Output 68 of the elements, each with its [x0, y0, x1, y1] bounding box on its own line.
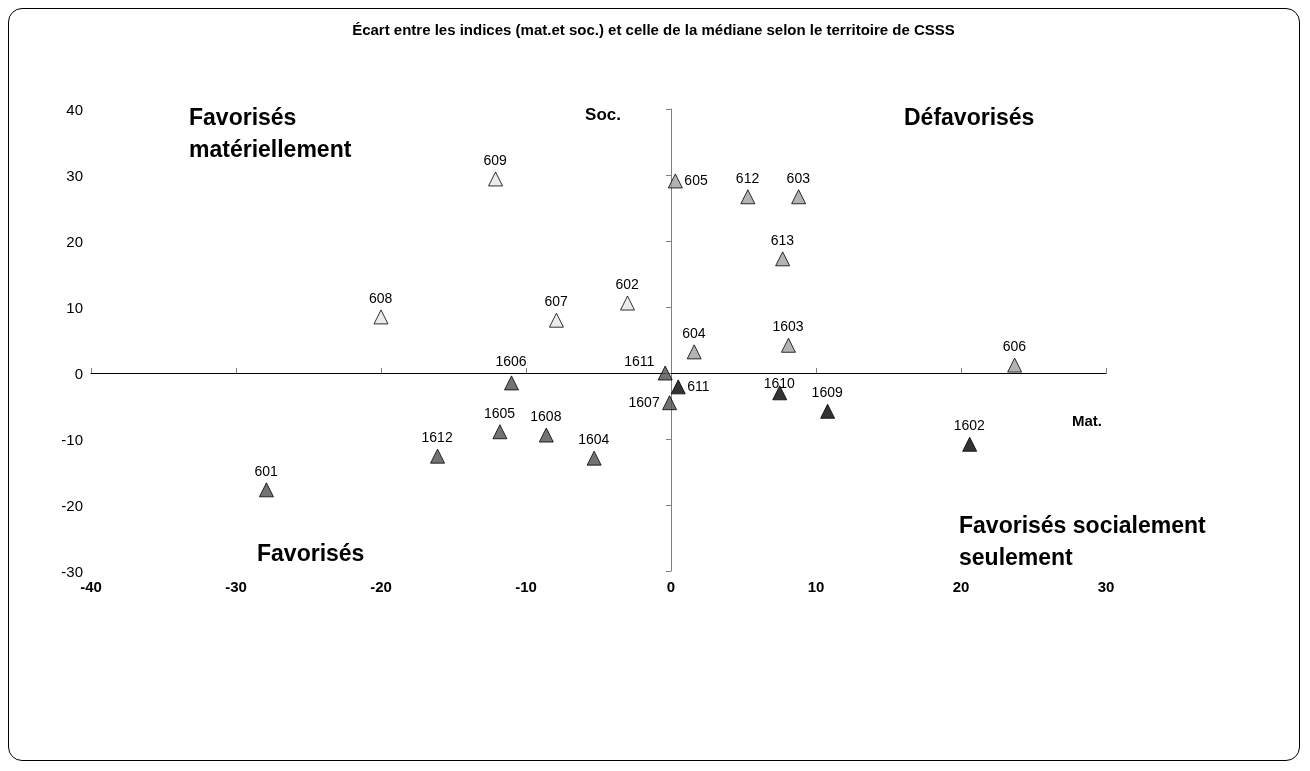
point — [492, 424, 508, 440]
point — [258, 482, 274, 498]
x-tick-label: -40 — [80, 578, 102, 595]
annotation: 601 — [254, 462, 279, 479]
x-tick-label: -20 — [370, 578, 392, 595]
point — [662, 395, 678, 411]
annotation: 602 — [615, 276, 640, 293]
annotation: 606 — [1002, 338, 1027, 355]
annotation: 1609 — [811, 384, 843, 401]
x-tick-label: 20 — [952, 578, 970, 595]
annotation: 1611 — [624, 353, 655, 369]
y-tick-label: 20 — [66, 232, 83, 250]
point — [504, 375, 519, 391]
point — [538, 427, 554, 443]
point — [548, 312, 564, 328]
annotation: 605 — [684, 171, 708, 188]
y-tick-label: -10 — [61, 430, 83, 448]
y-tick-label: 30 — [66, 166, 83, 184]
point — [686, 344, 702, 360]
point — [373, 309, 389, 325]
annotation: 611 — [687, 377, 710, 394]
point — [667, 173, 683, 189]
point — [586, 450, 602, 466]
annotation: 1605 — [483, 404, 516, 421]
annotation: 609 — [483, 151, 508, 168]
point — [775, 251, 791, 267]
annotation: 608 — [369, 289, 393, 306]
annotation: 1606 — [495, 353, 527, 369]
x-tick-label: 30 — [1097, 578, 1115, 595]
annotation: Favorisés matériellement — [189, 104, 352, 162]
x-tick-label: -10 — [515, 578, 537, 595]
x-tick-label: -30 — [225, 578, 247, 595]
annotation: 1607 — [628, 393, 660, 410]
point — [780, 337, 796, 353]
y-axis-title: Soc. — [585, 105, 621, 124]
point — [820, 403, 836, 419]
annotation: 612 — [735, 169, 760, 186]
y-tick-label: 10 — [66, 298, 83, 316]
annotation: 1610 — [763, 375, 796, 391]
point — [670, 379, 686, 395]
annotation: 1603 — [772, 318, 804, 335]
y-tick-label: -20 — [61, 496, 83, 514]
point — [430, 448, 446, 464]
y-tick-label: 0 — [74, 364, 83, 382]
point — [1007, 357, 1023, 373]
chart-title: Écart entre les indices (mat.et soc.) et celle de la médiane selon le territoire de CSSS — [352, 21, 955, 38]
annotation: 607 — [544, 293, 569, 310]
annotation: 1602 — [953, 417, 986, 434]
point — [740, 189, 756, 205]
annotation: 1612 — [421, 429, 453, 446]
annotation: 1608 — [530, 408, 562, 425]
point — [620, 295, 635, 311]
annotation: 1604 — [578, 431, 610, 448]
point — [488, 171, 504, 187]
x-axis-title: Mat. — [1072, 412, 1102, 429]
annotation: 603 — [786, 169, 811, 186]
annotation: 613 — [770, 231, 795, 248]
point — [657, 365, 673, 381]
point — [791, 189, 807, 205]
x-tick-label: 10 — [807, 578, 825, 595]
annotation: 604 — [682, 324, 706, 341]
annotation: Favorisés — [257, 540, 365, 566]
point — [962, 436, 978, 452]
annotation: Défavorisés — [904, 104, 1035, 130]
y-tick-label: -30 — [61, 562, 83, 580]
y-tick-label: 40 — [66, 100, 83, 118]
annotation: Favorisés socialement seulement — [959, 512, 1207, 570]
x-tick-label: 0 — [666, 578, 676, 595]
